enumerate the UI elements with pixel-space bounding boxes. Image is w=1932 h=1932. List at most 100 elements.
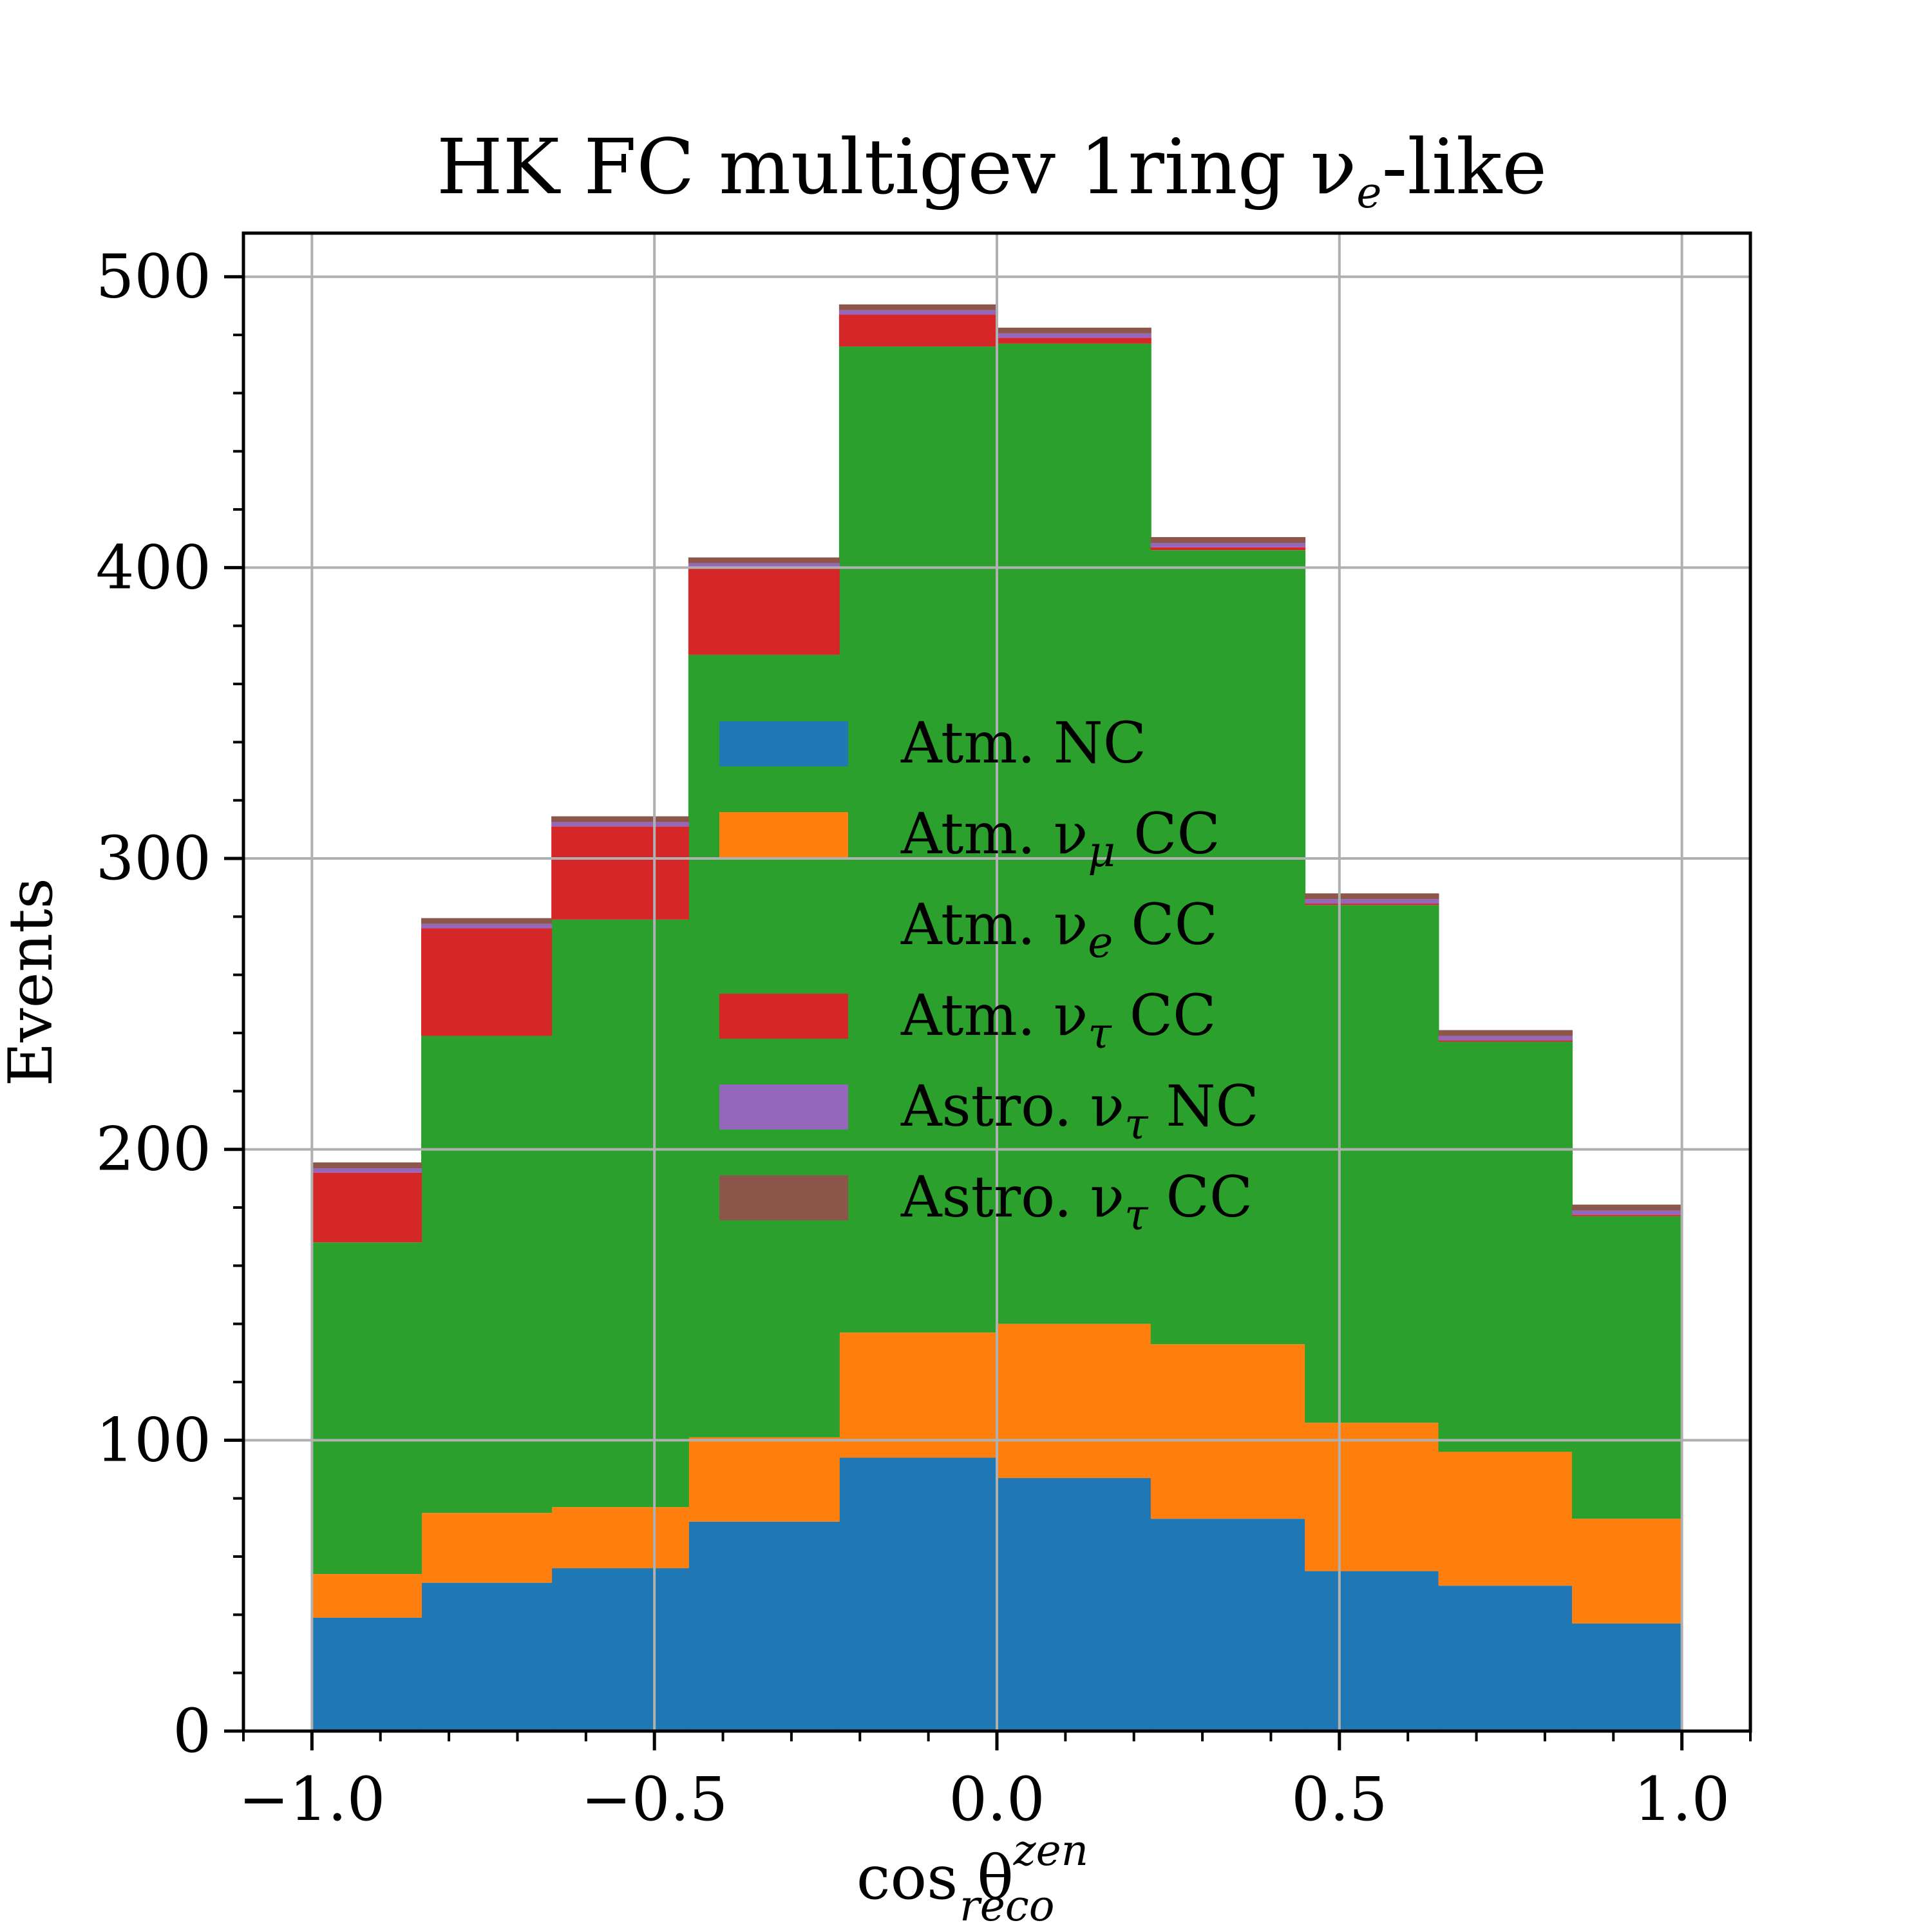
bar: [421, 918, 553, 924]
series-1: [311, 1323, 1683, 1624]
legend-swatch: [719, 812, 848, 857]
chart-title-tail: -like: [1381, 122, 1547, 211]
bar: [1150, 536, 1306, 544]
bar: [1305, 1571, 1439, 1731]
x-tick-label: 1.0: [1634, 1765, 1730, 1835]
legend-swatch: [719, 1084, 848, 1130]
y-tick-label: 0: [173, 1696, 211, 1766]
x-tick-label: 0.5: [1291, 1765, 1388, 1835]
bar: [421, 1036, 553, 1513]
bar: [996, 1478, 1151, 1731]
axis-ticks: −1.0 −0.5 0.0 0.5 1.0 0 100 200 300 400 500: [96, 242, 1752, 1835]
bar: [688, 567, 840, 655]
y-tick-label: 300: [96, 824, 211, 894]
bar: [1305, 893, 1439, 900]
bar: [421, 1582, 553, 1731]
bar: [688, 1437, 840, 1522]
legend-item: Atm. NC: [719, 710, 1146, 776]
bar: [311, 1574, 422, 1618]
bar: [1438, 1030, 1573, 1036]
y-tick-label: 200: [96, 1115, 211, 1185]
bar: [1305, 905, 1439, 1423]
bar: [1150, 547, 1306, 551]
bar: [688, 654, 840, 1437]
bar: [551, 919, 689, 1508]
x-tick-label: 0.0: [949, 1765, 1045, 1835]
bar: [838, 1457, 998, 1731]
legend-item: Astro. ντ CC: [719, 1164, 1253, 1240]
series-5: [311, 304, 1683, 1211]
bar: [311, 1162, 422, 1169]
bar: [838, 304, 998, 310]
legend-swatch: [719, 721, 848, 766]
y-tick-label: 500: [96, 242, 211, 312]
bar: [1150, 1344, 1306, 1519]
bar: [1438, 1040, 1573, 1042]
bar: [1305, 904, 1439, 905]
series-0: [311, 1457, 1683, 1731]
legend-swatch: [719, 903, 848, 948]
series-2: [311, 343, 1683, 1575]
legend-swatch: [719, 994, 848, 1039]
bar: [1571, 1216, 1683, 1519]
bar: [421, 1513, 553, 1583]
y-axis-label: Events: [0, 878, 66, 1086]
bar: [421, 923, 553, 929]
bar: [311, 1168, 422, 1173]
bar: [1150, 543, 1306, 547]
legend-label: Atm. NC: [900, 710, 1146, 776]
bar: [996, 1323, 1151, 1479]
bar: [838, 346, 998, 1333]
y-tick-label: 100: [96, 1405, 211, 1475]
bar: [1150, 550, 1306, 1345]
bar: [688, 1521, 840, 1731]
bar: [1571, 1210, 1683, 1215]
chart-title-sub: e: [1356, 168, 1381, 218]
x-axis-label-sup: zen: [1013, 1826, 1088, 1875]
chart-title-main: HK FC multigev 1ring ν: [437, 122, 1357, 211]
bar: [1438, 1586, 1573, 1731]
legend-item: Atm. ντ CC: [719, 982, 1216, 1058]
bar: [1305, 1423, 1439, 1571]
bar: [1571, 1519, 1683, 1624]
bar: [838, 1332, 998, 1458]
legend-label: Atm. νe CC: [900, 891, 1218, 967]
y-tick-label: 400: [96, 533, 211, 603]
bar: [311, 1172, 422, 1243]
series-4: [311, 310, 1683, 1215]
bar: [551, 1507, 689, 1569]
bar: [551, 1568, 689, 1731]
bar: [311, 1242, 422, 1575]
x-tick-label: −1.0: [238, 1765, 385, 1835]
bar: [996, 343, 1151, 1324]
bar: [551, 816, 689, 822]
bar: [1438, 1036, 1573, 1041]
bar: [1438, 1452, 1573, 1586]
bar: [1438, 1041, 1573, 1452]
bar: [421, 928, 553, 1036]
bar: [551, 826, 689, 920]
legend-label: Astro. ντ NC: [900, 1073, 1259, 1149]
bar: [311, 1617, 422, 1731]
gridlines: [243, 233, 1750, 1732]
bar: [1571, 1623, 1683, 1731]
bar: [688, 563, 840, 568]
x-axis-label-sub: reco: [960, 1881, 1054, 1931]
legend-swatch: [719, 1175, 848, 1220]
legend-item: Atm. νμ CC: [719, 800, 1220, 876]
bar: [551, 822, 689, 827]
bar: [688, 557, 840, 564]
stacked-bars: [311, 304, 1683, 1731]
plot-frame: [242, 231, 1752, 1733]
x-axis-label-main: cos θ: [857, 1843, 1014, 1913]
bar: [996, 333, 1151, 338]
bar: [1571, 1204, 1683, 1211]
legend-label: Atm. νμ CC: [900, 800, 1220, 876]
bar: [1150, 1519, 1306, 1731]
legend-item: Astro. ντ NC: [719, 1073, 1259, 1149]
bar: [838, 314, 998, 347]
bar: [996, 337, 1151, 344]
legend-label: Astro. ντ CC: [900, 1164, 1253, 1240]
chart-title: HK FC multigev 1ring νe-like: [437, 122, 1547, 218]
